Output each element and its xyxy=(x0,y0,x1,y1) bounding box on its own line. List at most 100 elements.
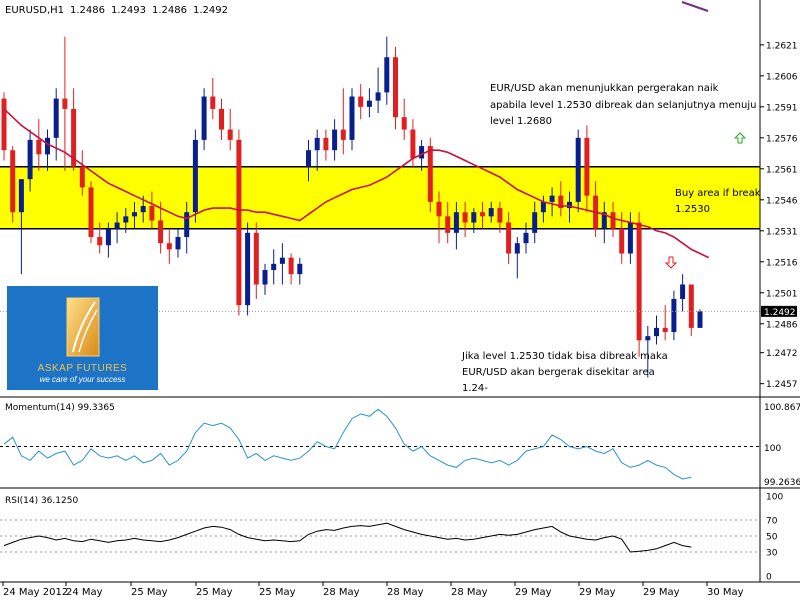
candle xyxy=(506,212,512,264)
candle xyxy=(297,257,303,285)
candle xyxy=(549,187,555,217)
candle xyxy=(488,201,494,223)
momentum-axis-mid: 100 xyxy=(764,444,781,454)
time-axis-label: 24 May 2012 xyxy=(3,587,68,598)
candle-body xyxy=(53,98,59,138)
candle-body xyxy=(488,208,494,217)
candle xyxy=(36,119,42,171)
candle xyxy=(358,84,364,120)
candle xyxy=(158,201,164,254)
candle xyxy=(184,201,190,254)
time-axis-label: 25 May xyxy=(196,587,233,598)
candle-body xyxy=(279,257,285,264)
moving-average-line xyxy=(3,108,710,259)
candle xyxy=(349,88,355,151)
candle xyxy=(123,208,129,233)
candle xyxy=(697,309,703,328)
candle-body xyxy=(575,137,581,202)
candle-body xyxy=(427,146,433,202)
candle-body xyxy=(114,222,120,229)
candle-body xyxy=(662,327,668,333)
candle xyxy=(227,108,233,151)
candle-body xyxy=(166,243,172,250)
candle-body xyxy=(71,108,77,167)
candle-body xyxy=(401,117,407,130)
candle-body xyxy=(314,137,320,151)
candle-body xyxy=(262,270,268,285)
candle-body xyxy=(523,232,529,244)
candle-body xyxy=(340,129,346,140)
candle-body xyxy=(471,212,477,223)
candle-body xyxy=(462,212,468,223)
candle xyxy=(27,129,33,192)
logo-tagline: we care of your success xyxy=(39,375,126,384)
momentum-axis-min: 99.2636 xyxy=(764,478,800,488)
price-axis-label: 1.2531 xyxy=(766,227,798,237)
candle-body xyxy=(619,228,625,254)
candle xyxy=(219,98,224,140)
candle xyxy=(340,88,346,155)
candle-body xyxy=(567,201,572,209)
candle-body xyxy=(323,137,329,151)
candle-body xyxy=(123,216,129,223)
chart-symbol-header: EURUSD,H1 1.2486 1.2493 1.2486 1.2492 xyxy=(5,5,228,16)
candle-body xyxy=(671,298,677,333)
price-axis-label: 1.2621 xyxy=(766,41,798,51)
rsi-axis-label: 30 xyxy=(766,549,778,559)
candle-body xyxy=(349,96,355,140)
price-axis-label: 1.2457 xyxy=(766,380,798,390)
candle-body xyxy=(245,232,251,306)
candle-body xyxy=(393,57,398,118)
current-price-label: 1.2492 xyxy=(761,305,797,318)
candle xyxy=(575,129,581,213)
candle xyxy=(175,228,181,258)
candle-body xyxy=(697,311,703,328)
candle-body xyxy=(601,212,607,229)
candle-body xyxy=(88,187,94,237)
candle-body xyxy=(384,57,390,93)
candle-body xyxy=(210,96,216,109)
candle-body xyxy=(175,236,181,250)
candle xyxy=(375,67,381,114)
candle-body xyxy=(636,222,642,341)
candle-body xyxy=(158,220,164,244)
candle xyxy=(201,88,207,151)
candle xyxy=(332,119,338,161)
rsi-label: RSI(14) 36.1250 xyxy=(5,496,78,506)
candle-body xyxy=(97,236,103,246)
candle xyxy=(427,137,433,213)
logo-name: ASKAP FUTURES xyxy=(37,363,128,374)
time-axis-label: 29 May xyxy=(515,587,552,598)
time-axis-label: 24 May xyxy=(66,587,103,598)
candle xyxy=(584,125,590,213)
candle-body xyxy=(132,212,137,217)
time-axis-label: 28 May xyxy=(451,587,488,598)
candle-body xyxy=(514,243,520,254)
candle xyxy=(610,201,616,237)
candle xyxy=(323,129,329,161)
price-axis-label: 1.2516 xyxy=(766,258,798,268)
candle xyxy=(671,290,677,341)
candle xyxy=(523,222,529,254)
candle xyxy=(279,243,285,285)
candle xyxy=(393,46,398,130)
candle-body xyxy=(627,222,633,254)
candle xyxy=(10,146,16,223)
candle-body xyxy=(140,206,146,213)
rsi-axis: 100 70 50 30 0 xyxy=(766,493,783,583)
candle xyxy=(558,181,564,217)
candle-body xyxy=(10,150,16,213)
candle xyxy=(567,191,572,223)
candle-body xyxy=(532,212,538,233)
momentum-line xyxy=(3,408,692,480)
candle xyxy=(210,77,216,120)
candle xyxy=(680,274,686,312)
candle xyxy=(480,201,485,229)
price-axis-label: 1.2472 xyxy=(766,349,798,359)
annotation-bottom: Jika level 1.2530 tidak bisa dibreak mak… xyxy=(461,351,671,394)
rsi-axis-label: 70 xyxy=(766,517,778,527)
rsi-axis-label: 0 xyxy=(766,573,772,583)
